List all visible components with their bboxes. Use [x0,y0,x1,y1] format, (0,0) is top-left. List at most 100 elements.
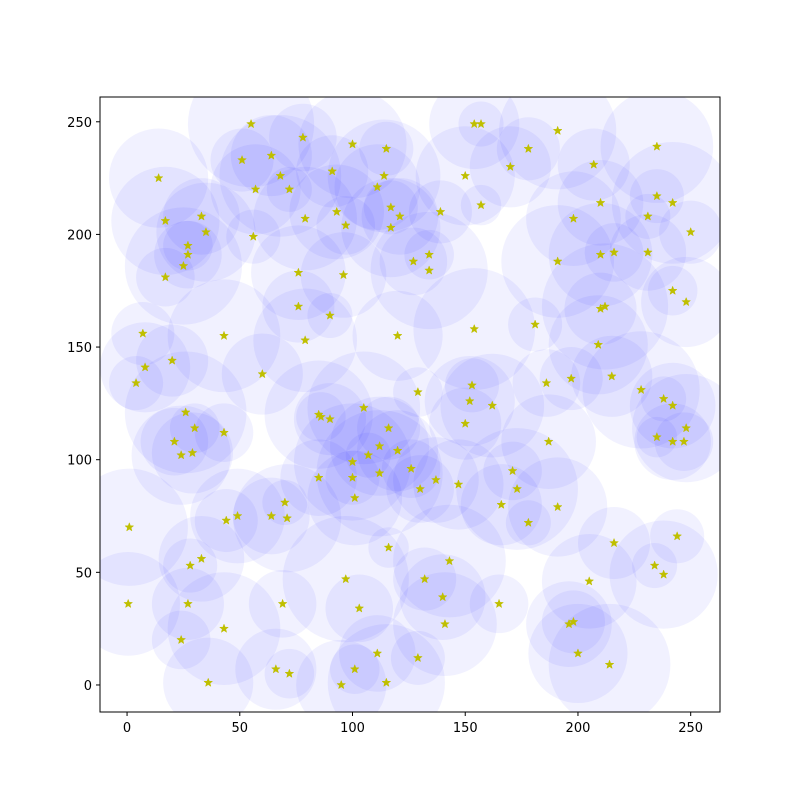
star-point [609,247,620,257]
star-point [200,226,211,237]
star-point [315,411,326,422]
star-point [277,598,288,609]
bubble [632,374,720,483]
star-point [566,373,577,383]
star-point [189,422,200,433]
star-point [651,141,662,151]
star-point [600,301,610,311]
star-point [609,537,619,548]
y-tick-label: 250 [67,116,92,131]
star-point [383,542,394,552]
bubble [298,97,407,199]
x-tick-label: 0 [123,721,131,736]
star-point [552,501,563,512]
star-point [354,603,365,613]
star-point [300,213,311,223]
star-point [651,190,662,201]
star-point [424,249,435,259]
star-point [336,679,347,690]
star-point [178,260,189,271]
star-point [372,648,383,658]
star-point [293,267,304,277]
star-point [124,522,135,532]
star-point [476,199,486,210]
star-point [232,510,243,521]
star-point [123,598,134,609]
star-point [437,591,448,602]
star-point [185,560,196,570]
star-point [349,492,360,503]
star-point [196,211,207,221]
star-point [137,328,148,338]
star-point [167,355,178,365]
star-point [507,465,518,476]
star-point [460,170,471,181]
y-tick-label: 100 [67,454,92,469]
y-tick-label: 150 [67,341,92,356]
star-point [340,220,351,230]
star-point [430,474,441,485]
star-point [444,555,455,566]
star-point [419,573,430,584]
star-point [568,616,579,627]
star-point [406,463,417,473]
star-point [169,436,180,446]
y-tick-label: 0 [84,679,92,694]
star-point [325,413,335,424]
star-point [381,143,392,154]
star-point [568,213,579,223]
star-point [160,272,171,282]
y-tick-label: 200 [67,228,92,243]
bubble [327,624,445,712]
star-point [203,677,214,687]
star-point [340,573,351,584]
star-point [678,436,689,446]
star-point [257,368,268,379]
bubble [100,468,188,586]
x-tick-label: 250 [678,721,703,736]
star-point [658,569,669,579]
star-point [651,431,662,442]
star-point [541,377,552,388]
star-point [131,377,142,388]
star-point [394,211,405,221]
star-point [385,222,396,232]
star-point [379,170,390,181]
star-point [523,517,534,527]
y-tick-label: 50 [75,566,92,581]
star-point [187,447,198,458]
star-point [250,184,261,194]
star-point [284,184,295,194]
star-point [685,226,696,237]
star-point [593,339,604,350]
star-point [180,407,191,417]
star-point [667,400,678,410]
star-point [408,256,419,266]
star-point [266,150,277,160]
star-point [412,652,423,663]
star-point [176,634,187,645]
star-point [672,531,683,541]
bubble [163,637,254,712]
star-point [270,663,281,674]
bubble [641,256,720,348]
star-point [219,330,229,341]
star-point [338,269,349,280]
star-point [572,648,583,658]
bubble [429,97,520,170]
x-tick-label: 150 [453,721,478,736]
star-point [552,256,563,266]
star-point [279,497,290,507]
star-point [649,560,660,570]
star-point [476,118,486,129]
star-point [604,659,615,669]
star-point [358,402,369,413]
bubble [100,552,181,656]
bubble [499,97,617,190]
bubble [296,639,387,712]
star-point [324,310,335,320]
star-point [505,161,516,172]
star-point [284,668,295,678]
